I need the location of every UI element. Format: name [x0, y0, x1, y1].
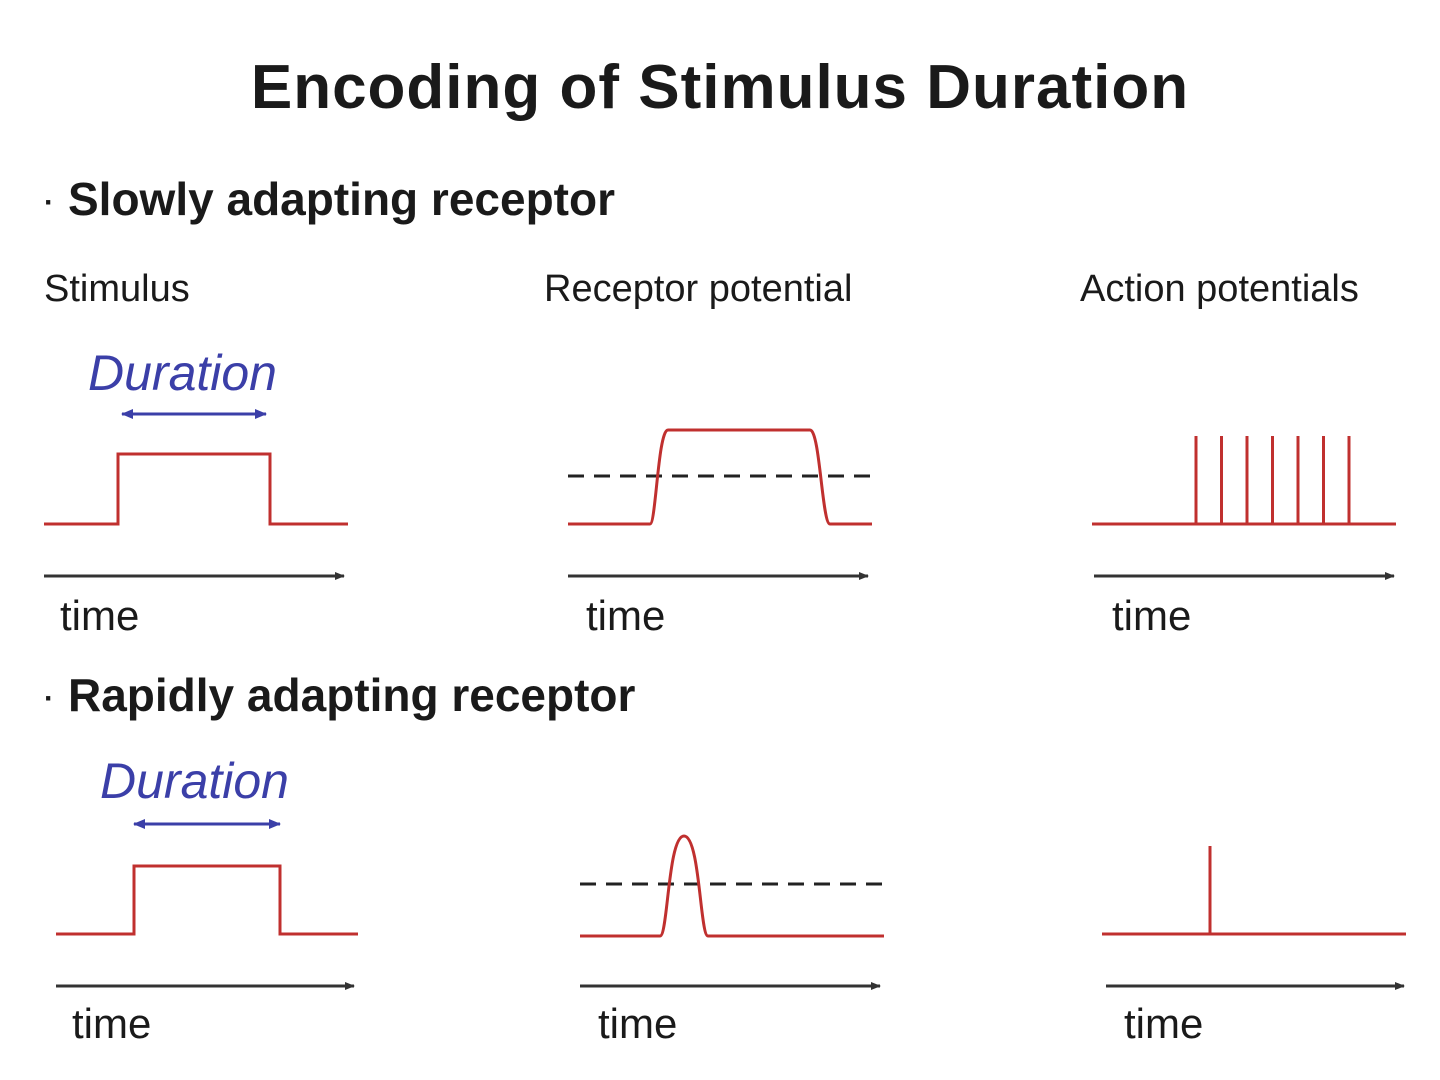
slow-spike-train	[1194, 436, 1351, 524]
slow-stimulus-trace	[44, 452, 348, 526]
slow-receptor-potential-trace	[568, 428, 872, 526]
slow-action-time-label: time	[1112, 592, 1192, 639]
slow-receptor-time-label: time	[586, 592, 666, 639]
rapid-stimulus-time-label: time	[72, 1000, 152, 1047]
slow-stimulus-time-label: time	[60, 592, 140, 639]
rapid-action-time-label: time	[1124, 1000, 1204, 1047]
slow-duration-label: Duration	[88, 345, 277, 401]
column-receptor-potential: Receptor potential	[544, 268, 853, 310]
slow-heading-text: Slowly adapting receptor	[68, 173, 615, 225]
column-action-potentials: Action potentials	[1080, 268, 1359, 310]
rapid-heading: · Rapidly adapting receptor	[44, 668, 635, 722]
rapid-receptor-potential-trace	[580, 834, 884, 938]
rapid-stimulus-trace	[56, 864, 358, 936]
slide-title: Encoding of Stimulus Duration	[250, 53, 1190, 122]
rapid-heading-text: Rapidly adapting receptor	[68, 669, 636, 721]
bullet-point: ·	[44, 185, 54, 219]
slow-heading: · Slowly adapting receptor	[44, 172, 615, 226]
rapid-duration-label: Duration	[100, 753, 289, 809]
column-stimulus: Stimulus	[44, 268, 190, 310]
bullet-point: ·	[44, 681, 54, 715]
rapid-receptor-time-label: time	[598, 1000, 678, 1047]
